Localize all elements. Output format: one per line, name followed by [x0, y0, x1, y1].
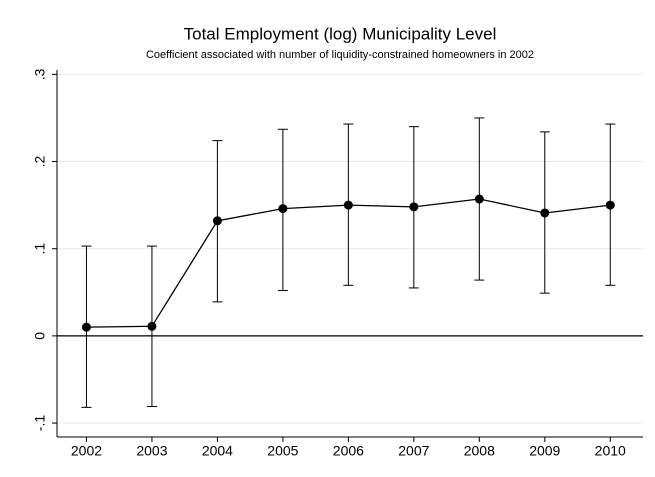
x-tick-label: 2009	[529, 443, 560, 459]
x-tick-label: 2002	[71, 443, 102, 459]
x-tick-label: 2005	[267, 443, 298, 459]
point	[540, 208, 550, 218]
x-tick-label: 2008	[464, 443, 495, 459]
point	[81, 322, 91, 332]
y-tick-label: .2	[32, 155, 48, 167]
point	[605, 200, 615, 210]
point	[278, 204, 288, 214]
y-tick-label: -.1	[32, 415, 48, 432]
y-tick-label: .1	[32, 243, 48, 255]
y-tick-label: .3	[32, 68, 48, 80]
chart-subtitle: Coefficient associated with number of li…	[146, 49, 534, 61]
x-tick-label: 2004	[202, 443, 233, 459]
point	[147, 321, 157, 331]
point	[212, 216, 222, 226]
x-tick-label: 2003	[136, 443, 167, 459]
x-tick-label: 2007	[398, 443, 429, 459]
point	[409, 202, 419, 212]
point	[474, 194, 484, 204]
y-tick-label: 0	[32, 332, 48, 340]
x-tick-label: 2006	[333, 443, 364, 459]
x-tick-label: 2010	[595, 443, 626, 459]
chart-title: Total Employment (log) Municipality Leve…	[184, 24, 497, 43]
point	[343, 200, 353, 210]
